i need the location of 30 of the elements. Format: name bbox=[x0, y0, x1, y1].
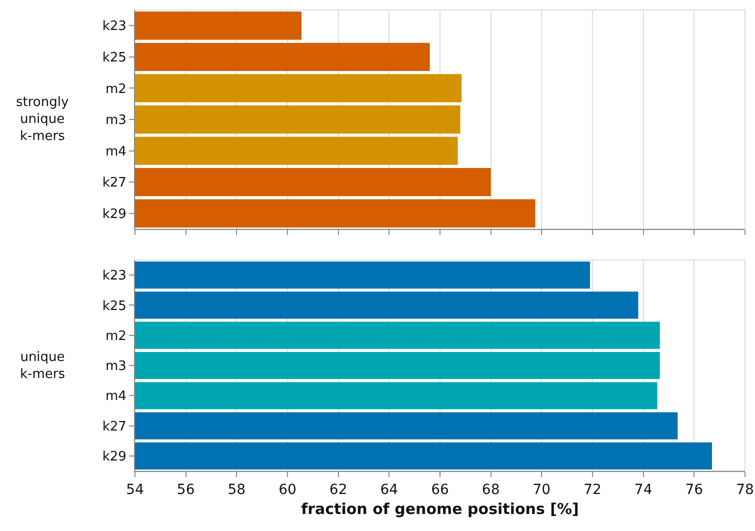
x-tick-label: 78 bbox=[736, 482, 754, 498]
y-tick-label: m3 bbox=[105, 359, 126, 374]
x-tick-label: 70 bbox=[532, 482, 551, 498]
x-tick-label: 74 bbox=[634, 482, 652, 498]
y-tick-label: k23 bbox=[102, 19, 126, 34]
x-tick-label: 62 bbox=[329, 482, 348, 498]
y-tick-label: k27 bbox=[102, 419, 126, 434]
y-tick-label: m2 bbox=[105, 82, 126, 97]
y-tick-label: m3 bbox=[105, 113, 126, 128]
y-tick-label: m2 bbox=[105, 328, 126, 344]
x-tick-label: 60 bbox=[278, 482, 296, 498]
x-tick-label: 68 bbox=[482, 482, 500, 498]
y-tick-label: k25 bbox=[102, 50, 126, 66]
y-tick-label: m4 bbox=[105, 389, 126, 404]
x-tick-label: 58 bbox=[228, 482, 246, 498]
y-tick-label: k29 bbox=[102, 449, 126, 464]
y-tick-label: k27 bbox=[102, 176, 126, 191]
x-tick-label: 54 bbox=[126, 482, 144, 498]
y-tick-label: k29 bbox=[102, 206, 126, 222]
x-tick-label: 66 bbox=[431, 482, 449, 498]
x-tick-label: 72 bbox=[584, 482, 602, 498]
x-tick-label: 56 bbox=[176, 482, 195, 498]
x-tick-label: 76 bbox=[685, 482, 704, 498]
y-axis-title: strongly unique k-mers bbox=[16, 95, 69, 144]
y-tick-label: k25 bbox=[102, 298, 126, 314]
x-axis-title: fraction of genome positions [%] bbox=[301, 500, 579, 518]
y-axis-title: unique k-mers bbox=[20, 350, 66, 382]
x-tick-label: 64 bbox=[380, 482, 398, 498]
y-tick-label: k23 bbox=[102, 268, 126, 284]
y-tick-label: m4 bbox=[105, 144, 126, 160]
